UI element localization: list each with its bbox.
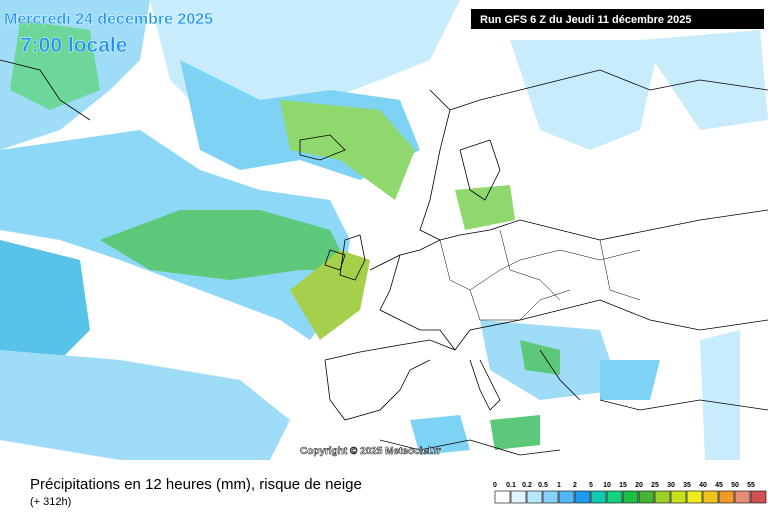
copyright: Copyright © 2025 Meteociel.fr xyxy=(300,446,441,457)
legend-swatch xyxy=(558,490,575,504)
legend-label: 5 xyxy=(589,482,593,489)
legend-label: 45 xyxy=(715,482,723,489)
legend-label: 30 xyxy=(667,482,675,489)
borders xyxy=(439,229,641,321)
precipitation xyxy=(0,0,768,460)
legend-label: 50 xyxy=(731,482,739,489)
legend-label: 0.2 xyxy=(522,482,532,489)
legend-label: 20 xyxy=(635,482,643,489)
legend-swatch xyxy=(750,490,767,504)
map-date: Mercredi 24 décembre 2025 xyxy=(4,11,213,28)
legend-swatch xyxy=(702,490,719,504)
legend-swatch xyxy=(494,490,511,504)
legend-swatch xyxy=(574,490,591,504)
run-box xyxy=(471,9,764,29)
legend-label: 0.1 xyxy=(506,482,516,489)
legend-swatch xyxy=(622,490,639,504)
legend-label: 0 xyxy=(493,482,497,489)
legend-swatch xyxy=(590,490,607,504)
legend-label: 0.5 xyxy=(538,482,548,489)
footer-subtitle: (+ 312h) xyxy=(30,496,71,508)
legend-label: 2 xyxy=(573,482,577,489)
legend-swatch xyxy=(654,490,671,504)
legend-swatch xyxy=(734,490,751,504)
legend-swatch xyxy=(526,490,543,504)
legend-swatch xyxy=(718,490,735,504)
legend-label: 25 xyxy=(651,482,659,489)
legend-label: 35 xyxy=(683,482,691,489)
legend-label: 15 xyxy=(619,482,627,489)
legend-label: 55 xyxy=(747,482,755,489)
legend-swatch xyxy=(542,490,559,504)
legend-label: 10 xyxy=(603,482,611,489)
footer-title: Précipitations en 12 heures (mm), risque… xyxy=(30,476,362,493)
legend-swatch xyxy=(606,490,623,504)
legend-label: 40 xyxy=(699,482,707,489)
legend-swatch xyxy=(670,490,687,504)
legend-swatch xyxy=(638,490,655,504)
legend-swatch xyxy=(686,490,703,504)
map-time: 7:00 locale xyxy=(20,34,127,57)
legend-swatch xyxy=(510,490,527,504)
coastlines xyxy=(0,59,768,456)
legend-label: 1 xyxy=(557,482,561,489)
run-info: Run GFS 6 Z du Jeudi 11 décembre 2025 xyxy=(480,14,692,26)
legend: 0 0.1 0.2 0.5 1 2 5 10 15 20 25 30 35 40 45 50 55 xyxy=(493,482,767,504)
